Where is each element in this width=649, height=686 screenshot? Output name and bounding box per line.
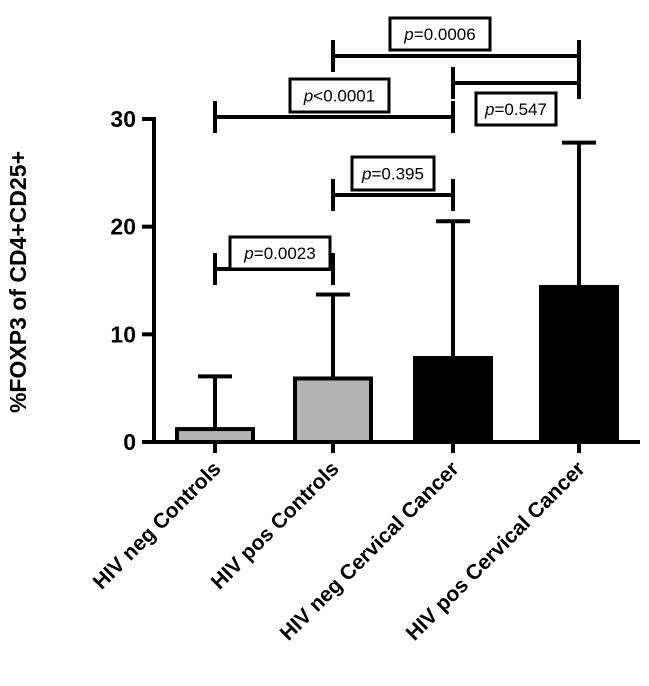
bar <box>413 356 493 444</box>
y-ticks: 0 10 20 30 <box>110 106 154 455</box>
y-tick-label: 30 <box>110 106 136 132</box>
significance-brackets: p=0.0023 p=0.395 p<0.0001 p=0.547 p=0.0006 <box>213 16 581 285</box>
y-tick-label: 10 <box>110 321 136 347</box>
p-value-label: p=0.0006 <box>403 25 475 44</box>
p-value-box <box>228 235 332 271</box>
comparison-bracket: p=0.0006 <box>331 16 581 72</box>
p-value-label: p=0.0023 <box>243 244 315 263</box>
bar <box>293 376 373 444</box>
category-label: HIV neg Controls <box>89 457 226 594</box>
y-axis-title: %FOXP3 of CD4+CD25+ <box>5 151 31 413</box>
p-value-label: p=0.547 <box>484 100 547 119</box>
y-tick-label: 0 <box>123 429 136 455</box>
p-value-label: p=0.395 <box>361 165 424 184</box>
p-value-box <box>288 77 391 114</box>
y-tick-label: 20 <box>110 214 136 240</box>
comparison-bracket: p=0.395 <box>331 155 455 211</box>
comparison-bracket: p=0.0023 <box>213 235 335 285</box>
bars <box>175 140 619 453</box>
p-value-box <box>388 16 492 52</box>
bar <box>175 427 255 444</box>
p-value-box <box>350 155 436 192</box>
p-value-label: p<0.0001 <box>303 87 375 106</box>
p-value-box <box>474 91 558 127</box>
comparison-bracket: p=0.547 <box>451 67 581 127</box>
category-label: HIV pos Controls <box>207 457 344 594</box>
bar <box>539 284 619 444</box>
comparison-bracket: p<0.0001 <box>213 77 455 133</box>
